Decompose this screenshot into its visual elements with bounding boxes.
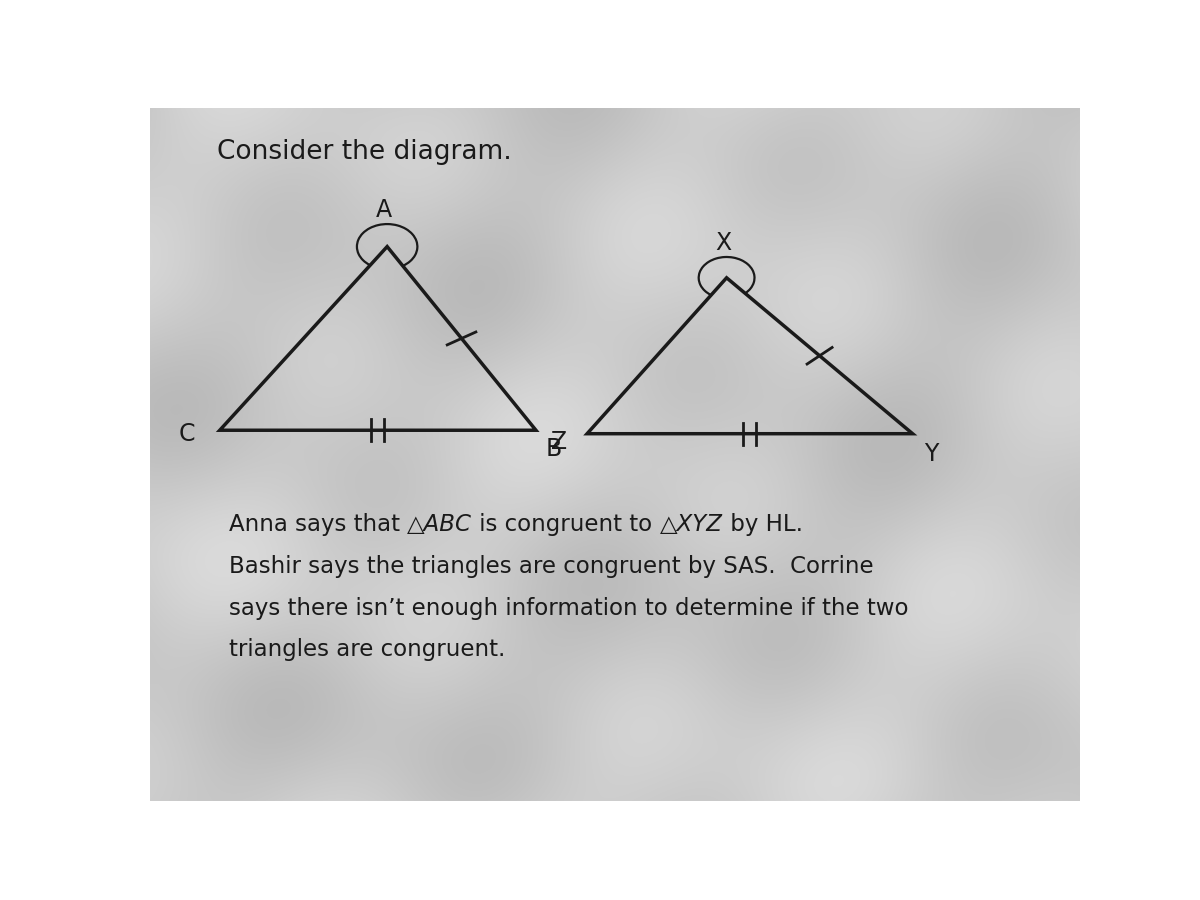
Text: B: B [545,437,562,461]
Text: says there isn’t enough information to determine if the two: says there isn’t enough information to d… [229,597,908,619]
Text: △ABC: △ABC [407,513,473,536]
Text: Bashir says the triangles are congruent by SAS.  Corrine: Bashir says the triangles are congruent … [229,555,874,578]
Text: by HL.: by HL. [722,513,803,536]
Text: Consider the diagram.: Consider the diagram. [217,140,511,166]
Text: △XYZ: △XYZ [660,513,722,536]
Text: A: A [377,198,392,222]
Text: Anna says that: Anna says that [229,513,407,536]
Text: X: X [715,231,732,255]
Text: Z: Z [551,430,566,454]
Text: is congruent to: is congruent to [473,513,660,536]
Text: C: C [178,422,194,446]
Text: Y: Y [924,442,938,466]
Text: triangles are congruent.: triangles are congruent. [229,638,505,662]
